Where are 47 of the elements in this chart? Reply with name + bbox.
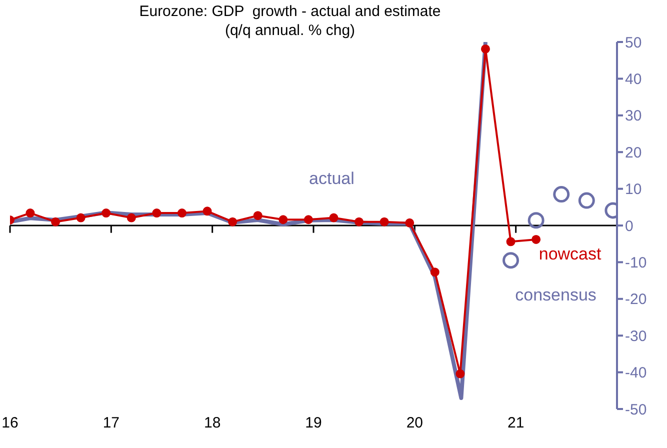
y-tick-label: 10 <box>625 181 642 198</box>
point <box>278 215 288 224</box>
y-tick-label: -10 <box>625 254 647 272</box>
point <box>102 208 111 218</box>
series-label: nowcast <box>538 244 602 264</box>
series-label: consensus <box>515 285 596 304</box>
point <box>76 213 86 222</box>
y-tick-label: -50 <box>625 401 647 418</box>
point <box>26 208 35 218</box>
y-tick-label: 0 <box>625 218 634 235</box>
point <box>380 217 389 226</box>
point <box>152 208 162 218</box>
point <box>553 186 570 203</box>
point <box>177 208 186 218</box>
y-tick-label: 40 <box>625 71 642 88</box>
point <box>405 218 414 228</box>
point <box>532 234 541 244</box>
x-tick-label: 16 <box>2 414 18 432</box>
x-tick-label: 20 <box>406 414 424 432</box>
x-tick-label: 18 <box>204 414 221 432</box>
y-tick-label: -40 <box>625 364 647 382</box>
point <box>354 217 364 226</box>
point <box>430 268 440 277</box>
point <box>480 44 490 54</box>
x-tick-label: 17 <box>102 414 120 432</box>
chart-title: Eurozone: GDP growth - actual and estimate <box>138 2 442 21</box>
point <box>51 217 60 226</box>
point <box>528 212 544 229</box>
point <box>253 211 262 220</box>
point <box>126 213 136 222</box>
chart-subtitle: (q/q annual. % chg) <box>224 21 356 40</box>
point <box>506 237 516 246</box>
point <box>456 369 465 378</box>
y-tick-label: -30 <box>625 328 647 345</box>
point <box>202 206 212 216</box>
point <box>329 213 338 222</box>
y-tick-label: 30 <box>625 108 642 125</box>
x-tick-label: 19 <box>305 414 322 432</box>
y-tick-label: 20 <box>625 144 642 162</box>
series-label: actual <box>309 168 354 188</box>
point <box>304 215 313 224</box>
y-tick-label: -20 <box>625 291 647 308</box>
point <box>502 252 520 269</box>
point <box>228 217 238 226</box>
point <box>578 192 595 209</box>
x-tick-label: 21 <box>507 414 524 432</box>
y-tick-label: 50 <box>625 34 642 52</box>
